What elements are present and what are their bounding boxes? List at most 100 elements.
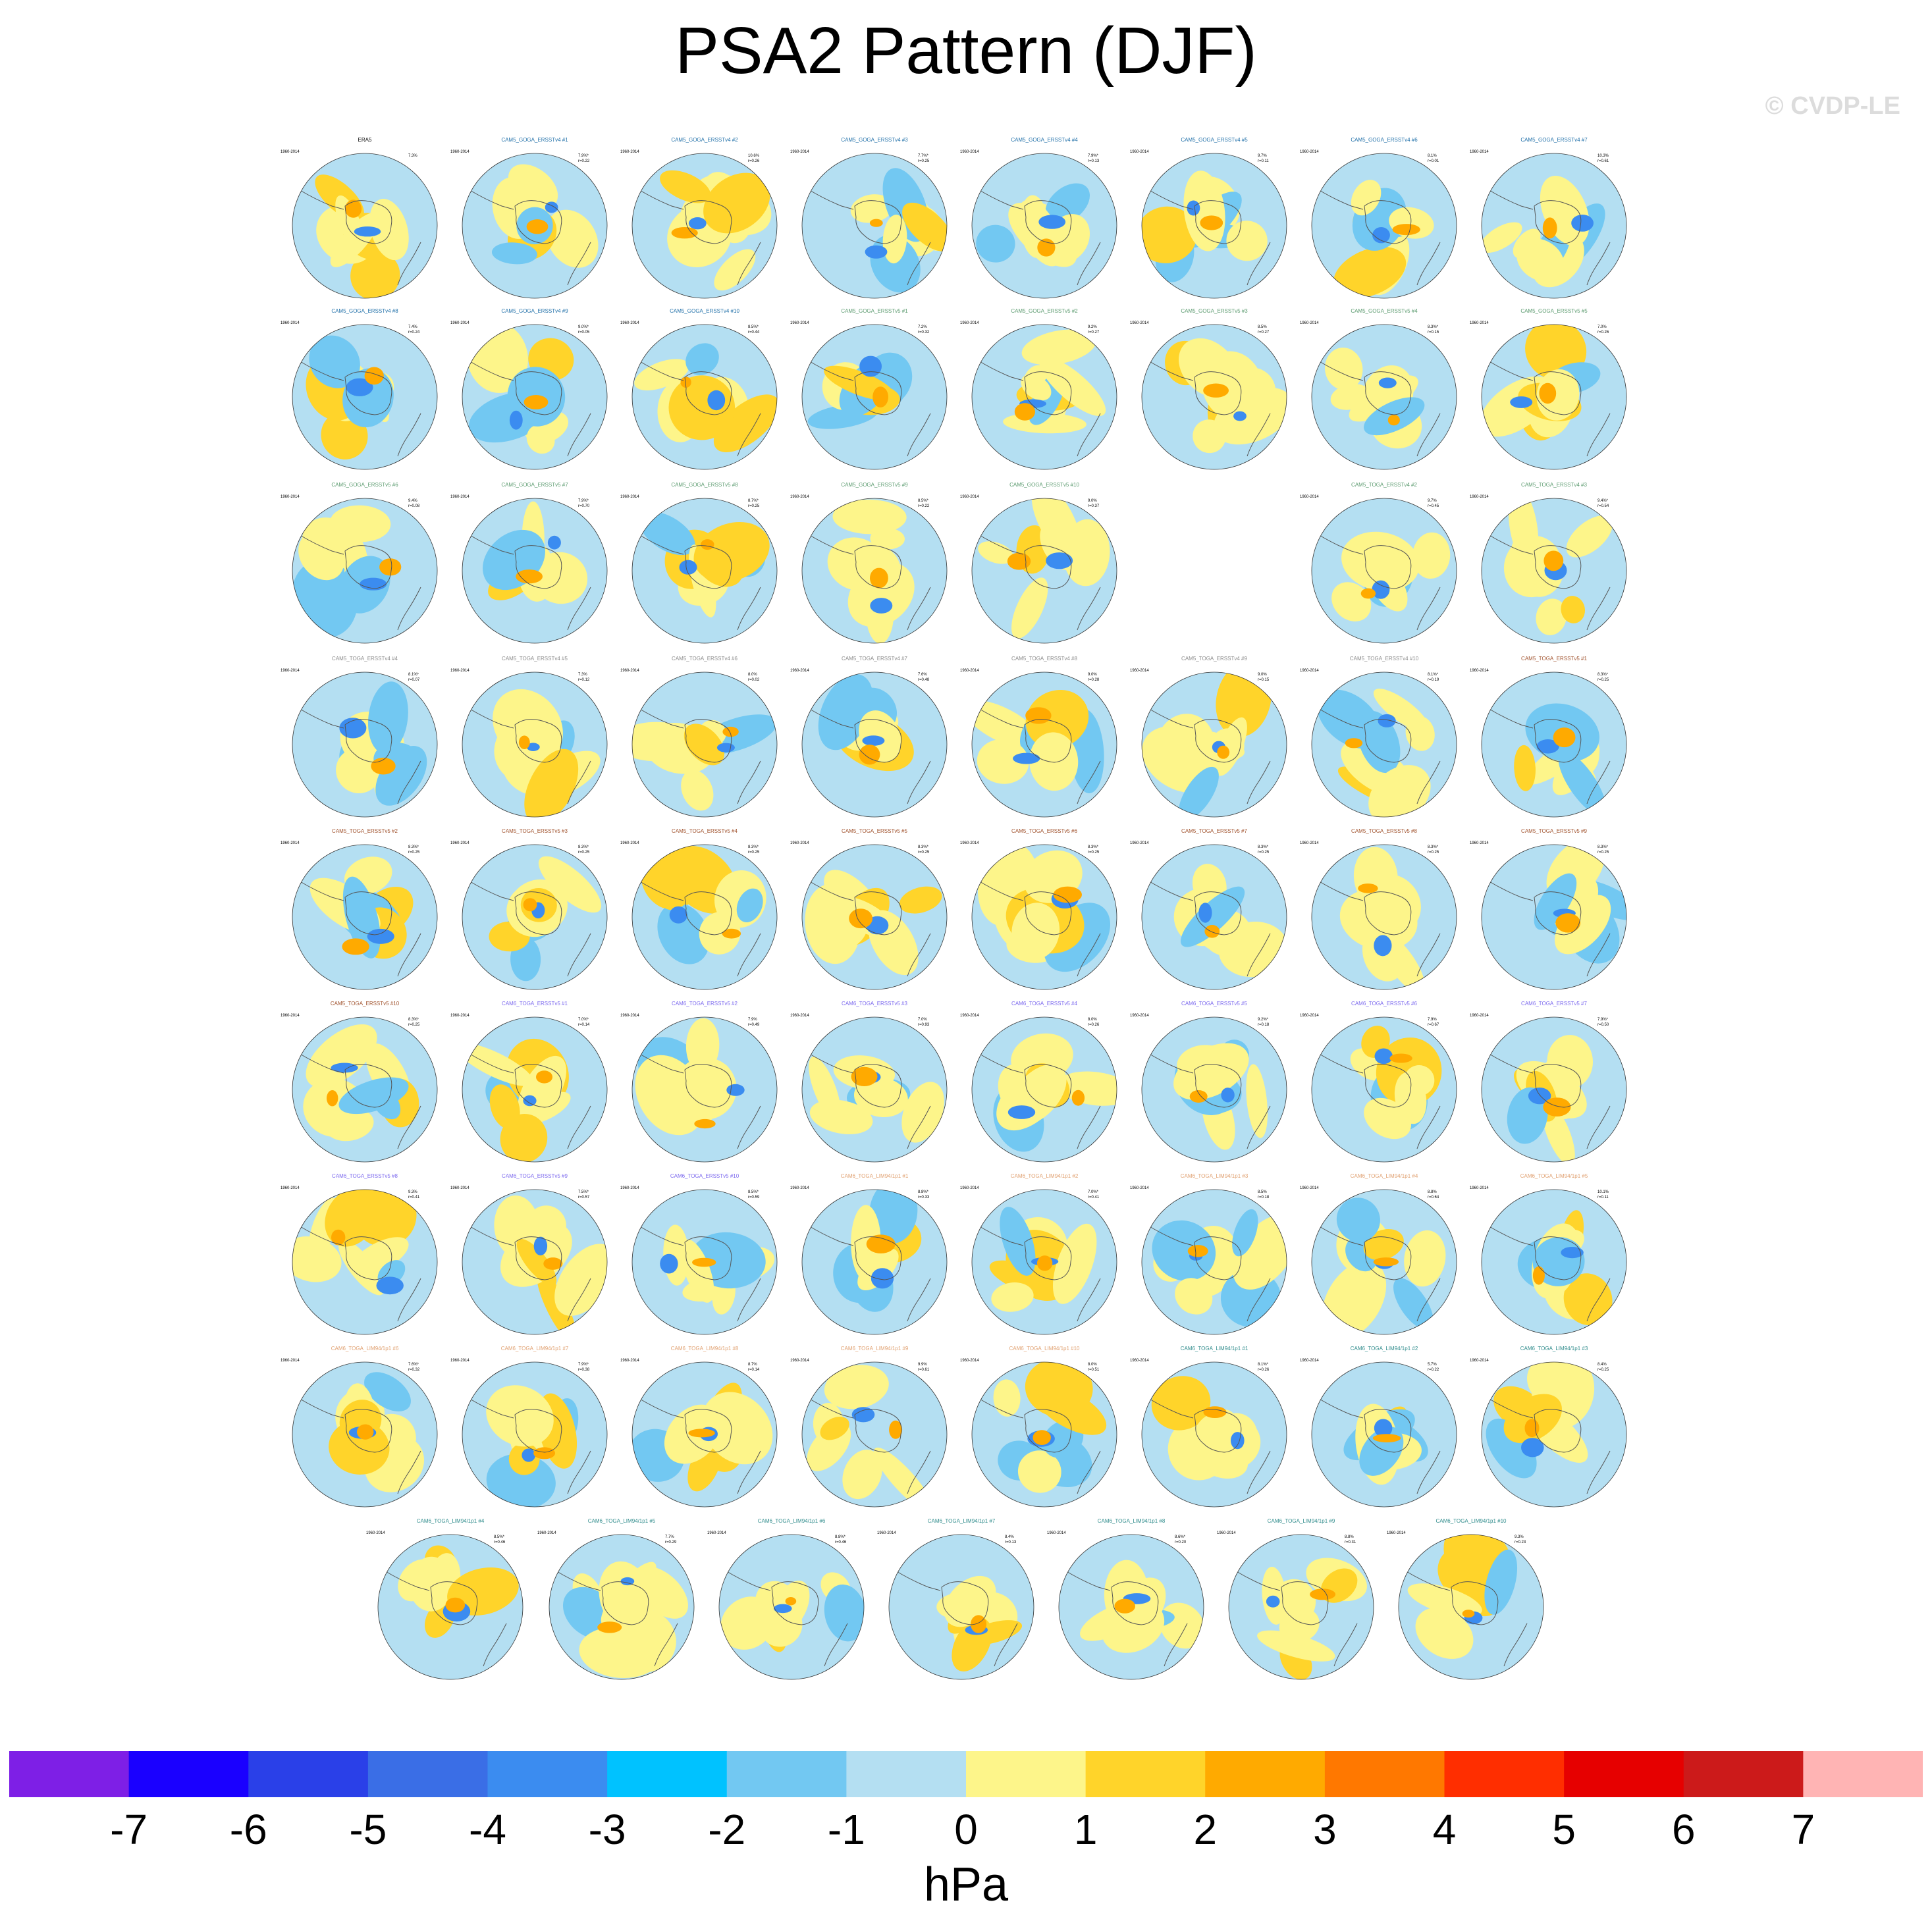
- south-america-coastline: [298, 1225, 344, 1246]
- panel-title: CAM6_TOGA_LIM94/1p1 #4: [1350, 1173, 1418, 1179]
- map-panel: CAM6_TOGA_LIM94/1p1 #2 1960-2014 5.7% r=0.2…: [1300, 1346, 1463, 1510]
- panel-years: 1960-2014: [1130, 1359, 1149, 1363]
- polar-map: [1141, 324, 1287, 470]
- australia-coastline: [1586, 1105, 1611, 1149]
- contour-region: [902, 202, 947, 251]
- colorbar-segment: [128, 1751, 249, 1797]
- contour-extremum: [1374, 935, 1392, 957]
- south-america-coastline: [1488, 534, 1534, 555]
- colorbar-tick-label: -1: [827, 1806, 865, 1853]
- colorbar-tick-label: 2: [1193, 1806, 1218, 1853]
- panel-title: CAM5_TOGA_ERSSTv5 #7: [1181, 828, 1247, 834]
- contour-region: [991, 1282, 1034, 1312]
- panel-variance: 7.2%: [918, 325, 927, 329]
- panel-variance: 7.9%*: [578, 499, 589, 503]
- south-america-coastline: [638, 534, 684, 555]
- panel-years: 1960-2014: [790, 1186, 809, 1190]
- panel-variance: 9.7%: [1428, 499, 1437, 503]
- panel-variance: 8.5%*: [918, 499, 929, 503]
- map-frame: [1311, 324, 1457, 470]
- contour-extremum: [1542, 217, 1557, 239]
- contour-region: [639, 512, 695, 556]
- contour-region: [486, 1385, 554, 1447]
- contour-extremum: [364, 367, 384, 385]
- panel-title: CAM5_GOGA_ERSSTv4 #5: [1181, 137, 1248, 143]
- south-america-coastline: [638, 360, 684, 381]
- panel-title: CAM6_TOGA_ERSSTv5 #1: [502, 1001, 568, 1007]
- map-panel: CAM5_GOGA_ERSSTv4 #3 1960-2014 7.7%* r=0.25: [790, 137, 953, 302]
- map-frame: [1141, 324, 1287, 470]
- panel-variance: 7.0%*: [1088, 1190, 1099, 1194]
- panel-title: CAM5_GOGA_ERSSTv4 #1: [501, 137, 568, 143]
- contour-region: [634, 359, 689, 391]
- map-panel: CAM6_TOGA_ERSSTv5 #4 1960-2014 8.0% r=0.26: [960, 1001, 1123, 1165]
- contour-region: [367, 681, 408, 754]
- polar-map: [1141, 153, 1287, 299]
- panel-correlation: r=0.22: [578, 159, 590, 163]
- map-frame: [971, 1361, 1117, 1508]
- contour-region: [369, 199, 409, 261]
- map-frame: [462, 671, 608, 818]
- polar-map: [1481, 1016, 1627, 1163]
- panel-years: 1960-2014: [620, 1186, 639, 1190]
- contour-extremum: [1036, 1255, 1053, 1271]
- panel-correlation: r=0.48: [918, 678, 930, 682]
- panel-years: 1960-2014: [1470, 150, 1489, 154]
- south-america-coastline: [1148, 1053, 1194, 1074]
- map-panel: CAM6_TOGA_ERSSTv5 #6 1960-2014 7.9% r=0.67: [1300, 1001, 1463, 1165]
- panel-years: 1960-2014: [1470, 841, 1489, 845]
- map-frame: [971, 153, 1117, 299]
- panel-years: 1960-2014: [1300, 150, 1319, 154]
- antarctica-coastline: [1111, 1581, 1159, 1625]
- panel-variance: 7.4%: [408, 325, 417, 329]
- australia-coastline: [654, 1623, 678, 1667]
- panel-variance: 10.6%: [748, 154, 760, 158]
- panel-correlation: r=0.07: [408, 678, 420, 682]
- south-america-coastline: [1318, 360, 1364, 381]
- panel-years: 1960-2014: [1130, 150, 1149, 154]
- contour-region: [447, 1567, 519, 1616]
- australia-coastline: [397, 760, 421, 804]
- panel-correlation: r=0.64: [1428, 1196, 1439, 1199]
- map-panel: CAM5_GOGA_ERSSTv4 #5 1960-2014 9.7% r=0.11: [1130, 137, 1293, 302]
- contour-extremum: [379, 558, 402, 576]
- contour-region: [635, 1055, 705, 1136]
- colorbar-tick-label: -5: [349, 1806, 387, 1853]
- antarctica-coastline: [1451, 1581, 1499, 1625]
- antarctica-coastline: [854, 1236, 902, 1280]
- panel-variance: 8.3%*: [408, 845, 419, 849]
- south-america-coastline: [298, 360, 344, 381]
- polar-map: [631, 1361, 778, 1508]
- map-panel: CAM5_GOGA_ERSSTv5 #8 1960-2014 8.7%* r=0.25: [620, 482, 784, 646]
- polar-map: [631, 498, 778, 644]
- contour-region: [1204, 1409, 1239, 1455]
- australia-coastline: [737, 1105, 761, 1149]
- contour-extremum: [1358, 883, 1378, 893]
- panel-correlation: r=0.45: [1428, 504, 1439, 508]
- panel-variance: 9.0%: [1088, 673, 1097, 677]
- contour-region: [1514, 745, 1536, 791]
- australia-coastline: [907, 1450, 931, 1494]
- panel-variance: 7.0%: [1597, 325, 1607, 329]
- australia-coastline: [737, 933, 761, 977]
- south-america-coastline: [808, 880, 854, 901]
- contour-region: [1034, 1385, 1107, 1435]
- panel-title: CAM5_TOGA_ERSSTv4 #10: [1349, 656, 1419, 662]
- panel-correlation: r=0.26: [1088, 1023, 1100, 1027]
- antarctica-coastline: [854, 545, 902, 589]
- panel-correlation: r=0.32: [408, 1368, 420, 1372]
- map-panel: CAM5_GOGA_ERSSTv5 #1 1960-2014 7.2% r=0.32: [790, 308, 953, 473]
- australia-coastline: [397, 1450, 421, 1494]
- south-america-coastline: [1318, 1225, 1364, 1246]
- map-frame: [462, 498, 608, 644]
- south-america-coastline: [638, 880, 684, 901]
- contour-extremum: [1539, 382, 1557, 404]
- antarctica-coastline: [514, 891, 562, 935]
- map-frame: [462, 324, 608, 470]
- antarctica-coastline: [1194, 1064, 1242, 1108]
- contour-region: [1011, 577, 1048, 639]
- south-america-coastline: [1318, 708, 1364, 729]
- south-america-coastline: [638, 189, 684, 210]
- contour-region: [1102, 1600, 1165, 1653]
- contour-extremum: [862, 735, 885, 746]
